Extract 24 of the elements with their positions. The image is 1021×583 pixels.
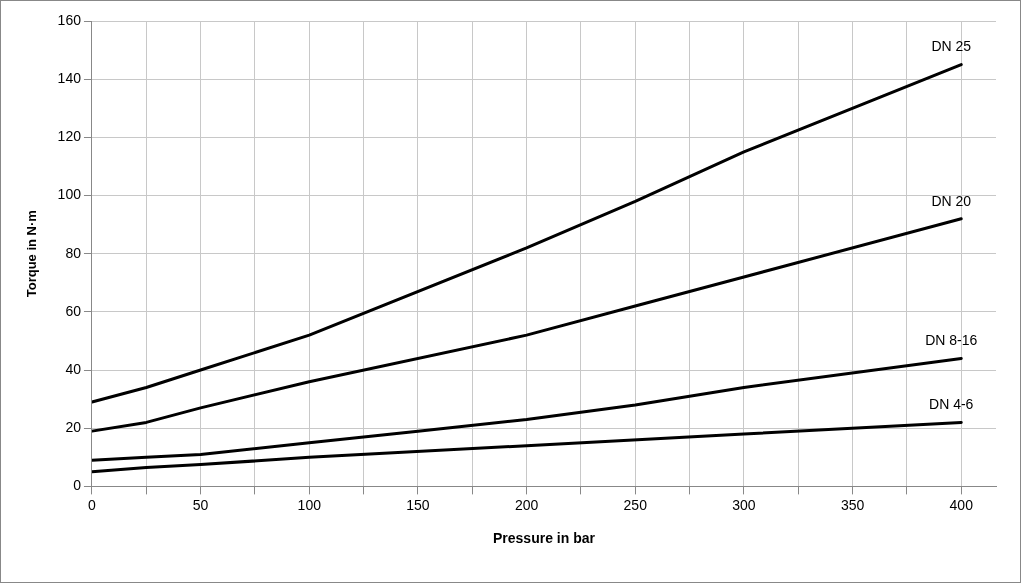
y-tick-label: 160: [57, 11, 82, 28]
series-label: DN 20: [931, 192, 972, 209]
y-tick-label: 100: [57, 186, 82, 203]
x-axis-title: Pressure in bar: [493, 530, 596, 547]
y-tick-label: 0: [73, 477, 82, 494]
x-tick-label: 250: [623, 496, 648, 513]
y-axis-title: Torque in N·m: [24, 210, 40, 298]
x-tick-label: 400: [949, 496, 974, 513]
x-tick-label: 350: [840, 496, 865, 513]
x-tick-label: 0: [88, 496, 97, 513]
x-tick-label: 300: [732, 496, 756, 513]
series-label: DN 8-16: [925, 332, 978, 349]
series-label: DN 25: [931, 38, 972, 55]
y-tick-label: 140: [57, 70, 82, 87]
y-tick-label: 60: [65, 302, 82, 319]
y-tick-label: 20: [65, 419, 82, 436]
x-tick-label: 50: [192, 496, 209, 513]
series-label: DN 4-6: [929, 396, 974, 413]
x-tick-label: 100: [297, 496, 322, 513]
y-tick-label: 120: [57, 128, 82, 145]
y-tick-label: 40: [65, 360, 82, 377]
x-tick-label: 150: [406, 496, 430, 513]
y-tick-label: 80: [65, 244, 82, 261]
x-tick-label: 200: [514, 496, 539, 513]
